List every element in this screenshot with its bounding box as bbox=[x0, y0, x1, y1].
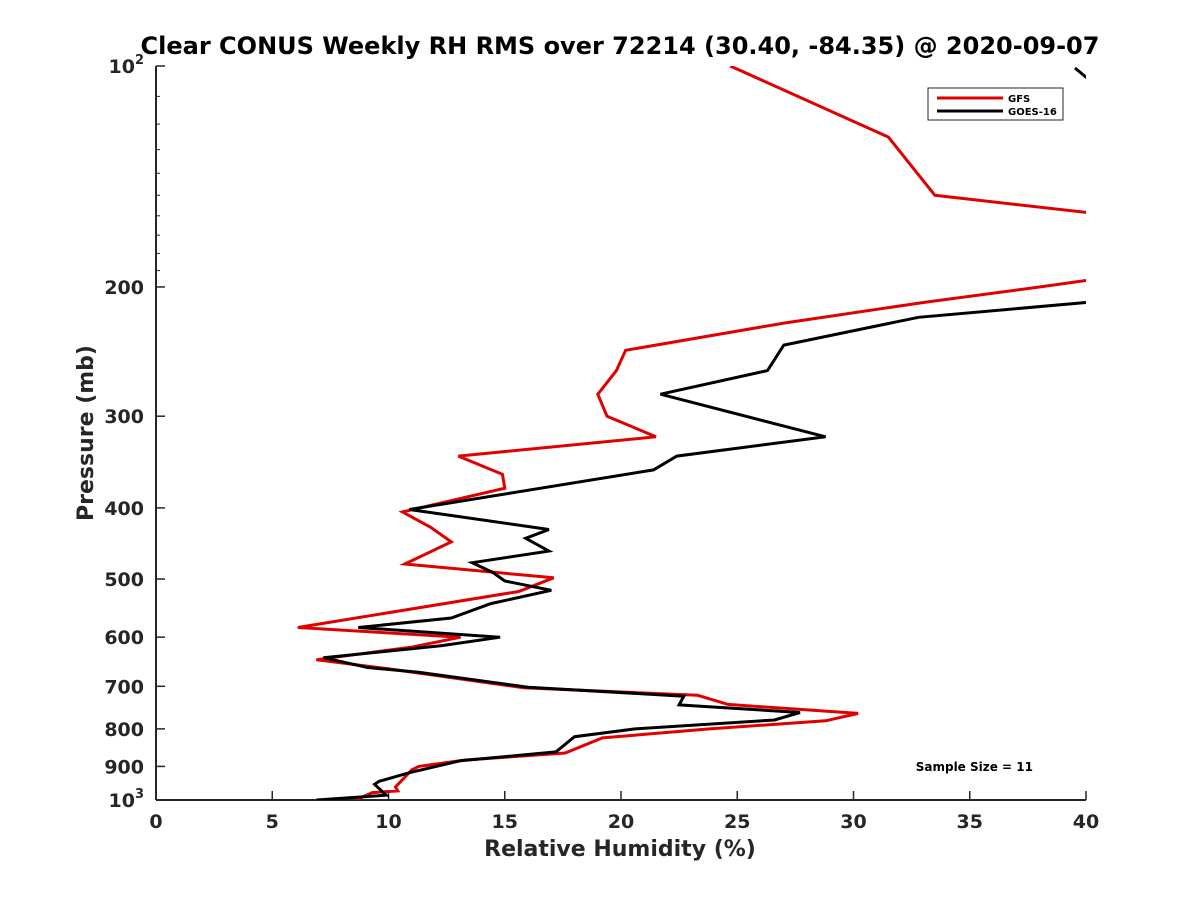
x-tick-label: 0 bbox=[149, 811, 162, 833]
y-tick-label: 400 bbox=[104, 498, 144, 520]
series-fragment bbox=[1074, 66, 1086, 80]
y-tick-label: 300 bbox=[104, 406, 144, 428]
y-tick-label: 500 bbox=[104, 569, 144, 591]
chart-title: Clear CONUS Weekly RH RMS over 72214 (30… bbox=[141, 32, 1100, 60]
x-axis-ticks: 0 5 10 15 20 25 30 35 40 bbox=[149, 791, 1099, 833]
series-line-goes-16 bbox=[316, 301, 1086, 800]
legend-box bbox=[927, 87, 1064, 121]
y-tick-label: 102 bbox=[109, 53, 145, 78]
x-tick-label: 15 bbox=[492, 811, 518, 833]
y-tick-label: 900 bbox=[104, 756, 144, 778]
series-layer bbox=[297, 66, 1086, 800]
y-tick-label: 200 bbox=[104, 277, 144, 299]
plot-axes bbox=[155, 66, 1086, 801]
y-tick-label: 600 bbox=[104, 627, 144, 649]
y-tick-label: 800 bbox=[104, 719, 144, 741]
x-tick-label: 35 bbox=[957, 811, 983, 833]
sample-size-annotation: Sample Size = 11 bbox=[916, 760, 1033, 774]
x-tick-label: 40 bbox=[1073, 811, 1099, 833]
x-axis-label: Relative Humidity (%) bbox=[484, 837, 756, 862]
legend-entry: GOES-16 bbox=[1008, 107, 1057, 118]
x-tick-label: 10 bbox=[375, 811, 401, 833]
x-tick-label: 25 bbox=[724, 811, 750, 833]
x-tick-label: 20 bbox=[608, 811, 634, 833]
x-tick-label: 30 bbox=[840, 811, 866, 833]
y-tick-label: 700 bbox=[104, 676, 144, 698]
y-tick-label: 103 bbox=[109, 787, 145, 812]
legend: GFS GOES-16 bbox=[927, 87, 1064, 121]
series-line-gfs bbox=[297, 66, 1086, 800]
y-axis-label: Pressure (mb) bbox=[74, 345, 99, 521]
x-tick-label: 5 bbox=[266, 811, 279, 833]
legend-entry: GFS bbox=[1008, 94, 1030, 105]
y-axis-ticks: 102 200 300 400 500 600 700 800 900 103 bbox=[104, 53, 165, 812]
